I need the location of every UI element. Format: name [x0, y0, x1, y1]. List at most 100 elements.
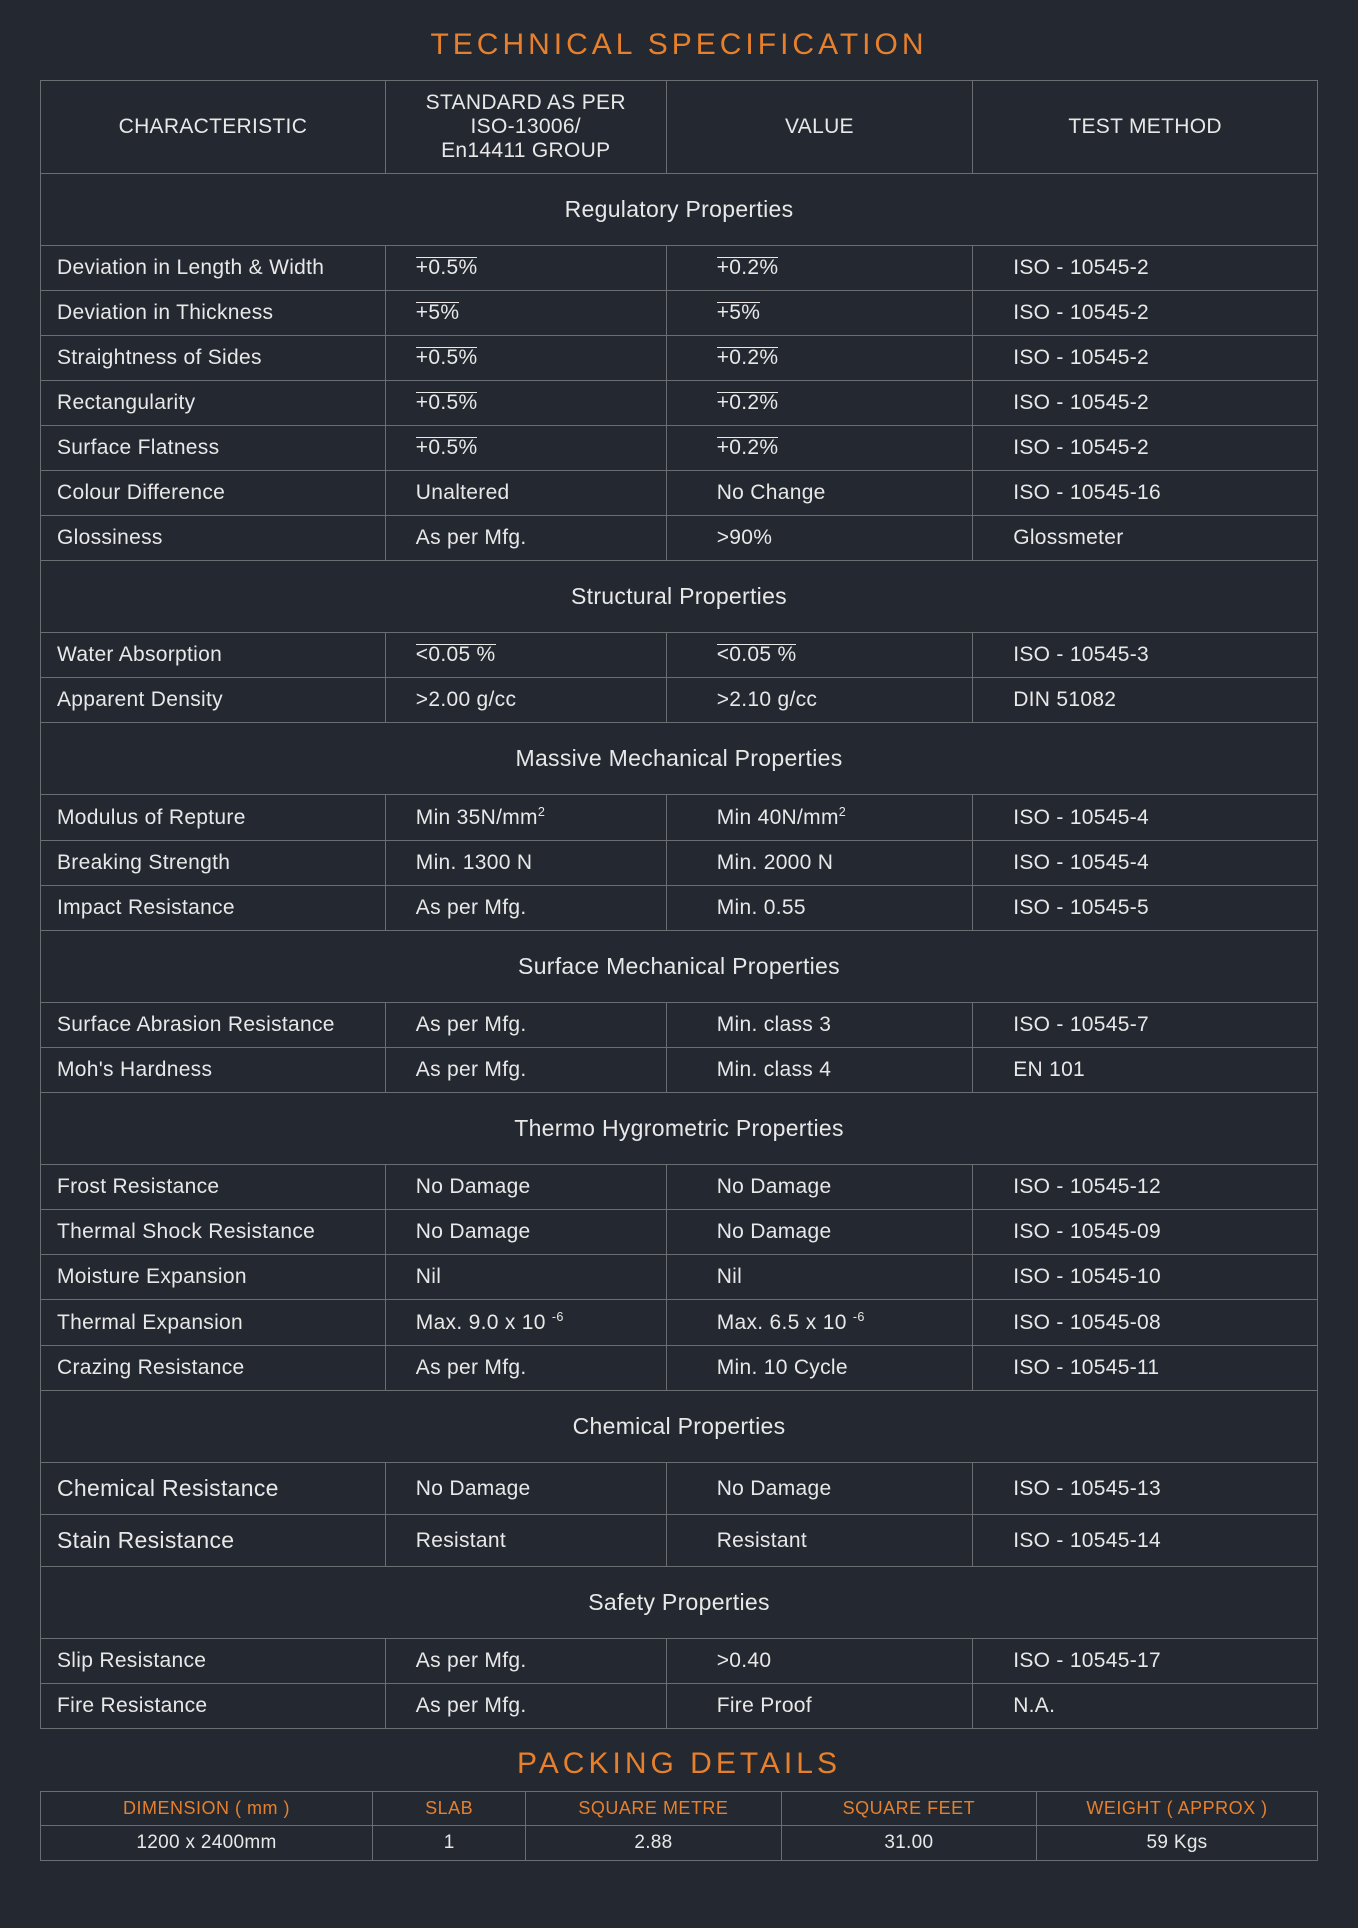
- packing-cell: 2.88: [526, 1826, 781, 1861]
- table-row: Moisture ExpansionNilNilISO - 10545-10: [41, 1255, 1318, 1300]
- cell: Min. class 4: [666, 1048, 972, 1093]
- cell: Colour Difference: [41, 471, 386, 516]
- section-title: Structural Properties: [41, 561, 1318, 633]
- cell: Min. 2000 N: [666, 841, 972, 886]
- cell: ISO - 10545-3: [973, 633, 1318, 678]
- cell: As per Mfg.: [385, 1346, 666, 1391]
- packing-data-row: 1200 x 2400mm12.8831.0059 Kgs: [41, 1826, 1318, 1861]
- cell: Moh's Hardness: [41, 1048, 386, 1093]
- table-row: Moh's HardnessAs per Mfg.Min. class 4EN …: [41, 1048, 1318, 1093]
- table-row: Stain ResistanceResistantResistantISO - …: [41, 1515, 1318, 1567]
- cell: ISO - 10545-16: [973, 471, 1318, 516]
- cell: ISO - 10545-14: [973, 1515, 1318, 1567]
- cell: ISO - 10545-2: [973, 381, 1318, 426]
- table-row: Deviation in Length & Width+0.5%+0.2%ISO…: [41, 246, 1318, 291]
- cell: >0.40: [666, 1639, 972, 1684]
- cell: Apparent Density: [41, 678, 386, 723]
- cell: Straightness of Sides: [41, 336, 386, 381]
- cell: ISO - 10545-7: [973, 1003, 1318, 1048]
- cell: >2.10 g/cc: [666, 678, 972, 723]
- cell: Chemical Resistance: [41, 1463, 386, 1515]
- packing-header: WEIGHT ( APPROX ): [1037, 1792, 1318, 1826]
- packing-title: PACKING DETAILS: [40, 1747, 1318, 1781]
- cell: +0.5%: [385, 381, 666, 426]
- table-row: Crazing ResistanceAs per Mfg.Min. 10 Cyc…: [41, 1346, 1318, 1391]
- cell: As per Mfg.: [385, 1639, 666, 1684]
- header-row: CHARACTERISTIC STANDARD AS PER ISO-13006…: [41, 81, 1318, 174]
- cell: As per Mfg.: [385, 886, 666, 931]
- packing-header: SQUARE FEET: [781, 1792, 1036, 1826]
- cell: <0.05 %: [666, 633, 972, 678]
- cell: Min. 10 Cycle: [666, 1346, 972, 1391]
- packing-cell: 1: [373, 1826, 526, 1861]
- cell: ISO - 10545-4: [973, 841, 1318, 886]
- table-row: Breaking StrengthMin. 1300 NMin. 2000 NI…: [41, 841, 1318, 886]
- cell: Glossmeter: [973, 516, 1318, 561]
- cell: Max. 9.0 x 10 -6: [385, 1300, 666, 1346]
- table-row: Water Absorption<0.05 %<0.05 %ISO - 1054…: [41, 633, 1318, 678]
- packing-header: SLAB: [373, 1792, 526, 1826]
- cell: Stain Resistance: [41, 1515, 386, 1567]
- packing-cell: 59 Kgs: [1037, 1826, 1318, 1861]
- cell: +0.5%: [385, 336, 666, 381]
- cell: No Damage: [385, 1210, 666, 1255]
- cell: DIN 51082: [973, 678, 1318, 723]
- section-title: Thermo Hygrometric Properties: [41, 1093, 1318, 1165]
- cell: +5%: [385, 291, 666, 336]
- cell: Slip Resistance: [41, 1639, 386, 1684]
- cell: Nil: [666, 1255, 972, 1300]
- packing-header-row: DIMENSION ( mm )SLABSQUARE METRESQUARE F…: [41, 1792, 1318, 1826]
- table-row: Fire ResistanceAs per Mfg.Fire ProofN.A.: [41, 1684, 1318, 1729]
- section-title: Surface Mechanical Properties: [41, 931, 1318, 1003]
- table-row: Slip ResistanceAs per Mfg.>0.40ISO - 105…: [41, 1639, 1318, 1684]
- cell: Deviation in Length & Width: [41, 246, 386, 291]
- cell: Moisture Expansion: [41, 1255, 386, 1300]
- cell: Breaking Strength: [41, 841, 386, 886]
- cell: ISO - 10545-5: [973, 886, 1318, 931]
- table-row: Thermal ExpansionMax. 9.0 x 10 -6Max. 6.…: [41, 1300, 1318, 1346]
- table-row: Deviation in Thickness+5%+5%ISO - 10545-…: [41, 291, 1318, 336]
- table-row: Surface Flatness+0.5%+0.2%ISO - 10545-2: [41, 426, 1318, 471]
- table-row: Thermal Shock ResistanceNo DamageNo Dama…: [41, 1210, 1318, 1255]
- cell: Crazing Resistance: [41, 1346, 386, 1391]
- cell: ISO - 10545-2: [973, 336, 1318, 381]
- cell: ISO - 10545-10: [973, 1255, 1318, 1300]
- cell: ISO - 10545-4: [973, 795, 1318, 841]
- cell: No Change: [666, 471, 972, 516]
- cell: ISO - 10545-17: [973, 1639, 1318, 1684]
- cell: Resistant: [385, 1515, 666, 1567]
- cell: ISO - 10545-11: [973, 1346, 1318, 1391]
- section-title: Safety Properties: [41, 1567, 1318, 1639]
- cell: ISO - 10545-13: [973, 1463, 1318, 1515]
- cell: +0.2%: [666, 381, 972, 426]
- cell: +0.5%: [385, 426, 666, 471]
- spec-table: CHARACTERISTIC STANDARD AS PER ISO-13006…: [40, 80, 1318, 1729]
- header-standard: STANDARD AS PER ISO-13006/ En14411 GROUP: [385, 81, 666, 174]
- cell: Resistant: [666, 1515, 972, 1567]
- cell: Min. 0.55: [666, 886, 972, 931]
- cell: Modulus of Repture: [41, 795, 386, 841]
- cell: Min 40N/mm2: [666, 795, 972, 841]
- cell: As per Mfg.: [385, 1003, 666, 1048]
- cell: As per Mfg.: [385, 516, 666, 561]
- cell: Unaltered: [385, 471, 666, 516]
- cell: No Damage: [385, 1165, 666, 1210]
- cell: ISO - 10545-2: [973, 246, 1318, 291]
- cell: As per Mfg.: [385, 1048, 666, 1093]
- table-row: Surface Abrasion ResistanceAs per Mfg.Mi…: [41, 1003, 1318, 1048]
- packing-cell: 31.00: [781, 1826, 1036, 1861]
- table-row: Frost ResistanceNo DamageNo DamageISO - …: [41, 1165, 1318, 1210]
- cell: >2.00 g/cc: [385, 678, 666, 723]
- table-row: Impact ResistanceAs per Mfg.Min. 0.55ISO…: [41, 886, 1318, 931]
- cell: ISO - 10545-2: [973, 291, 1318, 336]
- cell: Thermal Expansion: [41, 1300, 386, 1346]
- cell: +0.2%: [666, 246, 972, 291]
- cell: Nil: [385, 1255, 666, 1300]
- table-row: GlossinessAs per Mfg.>90%Glossmeter: [41, 516, 1318, 561]
- cell: Frost Resistance: [41, 1165, 386, 1210]
- cell: ISO - 10545-2: [973, 426, 1318, 471]
- cell: No Damage: [666, 1210, 972, 1255]
- cell: No Damage: [385, 1463, 666, 1515]
- header-characteristic: CHARACTERISTIC: [41, 81, 386, 174]
- cell: Min 35N/mm2: [385, 795, 666, 841]
